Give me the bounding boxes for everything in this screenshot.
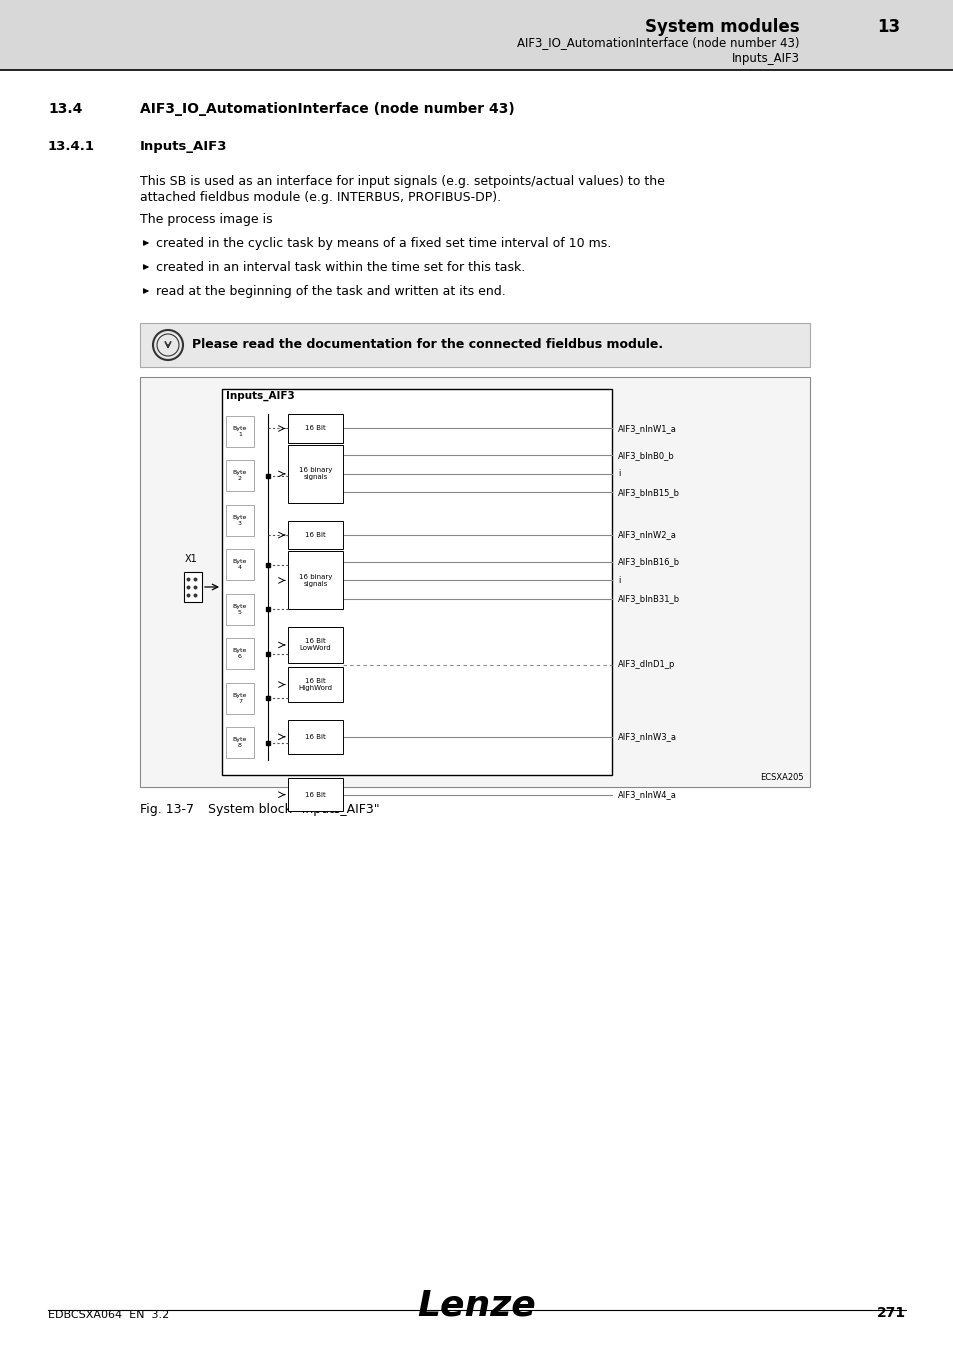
Text: created in an interval task within the time set for this task.: created in an interval task within the t… bbox=[156, 261, 525, 274]
Text: AIF3_IO_AutomationInterface (node number 43): AIF3_IO_AutomationInterface (node number… bbox=[140, 103, 515, 116]
Bar bbox=[0, 0, 953, 70]
Text: Inputs_AIF3: Inputs_AIF3 bbox=[731, 53, 800, 65]
Text: 16 binary
signals: 16 binary signals bbox=[298, 467, 332, 481]
Text: Byte
6: Byte 6 bbox=[233, 648, 247, 659]
Text: AIF3_nInW2_a: AIF3_nInW2_a bbox=[618, 531, 677, 540]
Text: System block "Inputs_AIF3": System block "Inputs_AIF3" bbox=[208, 803, 379, 815]
Text: 16 Bit: 16 Bit bbox=[305, 425, 326, 432]
Text: Byte
4: Byte 4 bbox=[233, 559, 247, 570]
Bar bbox=[288, 414, 343, 443]
Bar bbox=[222, 389, 612, 775]
Bar bbox=[288, 521, 343, 549]
Text: AIF3_nInW4_a: AIF3_nInW4_a bbox=[618, 790, 677, 799]
Text: Byte
5: Byte 5 bbox=[233, 603, 247, 614]
Bar bbox=[226, 683, 253, 714]
Bar bbox=[288, 667, 343, 702]
Bar bbox=[140, 323, 809, 367]
Text: AIF3_nInW1_a: AIF3_nInW1_a bbox=[618, 424, 677, 433]
Text: AIF3_IO_AutomationInterface (node number 43): AIF3_IO_AutomationInterface (node number… bbox=[517, 36, 800, 49]
Text: read at the beginning of the task and written at its end.: read at the beginning of the task and wr… bbox=[156, 285, 505, 298]
Bar bbox=[226, 728, 253, 759]
Text: X1: X1 bbox=[185, 554, 197, 564]
Text: 16 Bit: 16 Bit bbox=[305, 791, 326, 798]
Text: EDBCSXA064  EN  3.2: EDBCSXA064 EN 3.2 bbox=[48, 1310, 169, 1320]
Text: Inputs_AIF3: Inputs_AIF3 bbox=[140, 140, 227, 153]
Bar bbox=[184, 572, 202, 602]
Bar bbox=[226, 639, 253, 670]
Bar bbox=[288, 628, 343, 663]
Text: 16 binary
signals: 16 binary signals bbox=[298, 574, 332, 587]
Text: attached fieldbus module (e.g. INTERBUS, PROFIBUS-DP).: attached fieldbus module (e.g. INTERBUS,… bbox=[140, 190, 500, 204]
Text: 16 Bit
HighWord: 16 Bit HighWord bbox=[298, 678, 333, 691]
Text: Lenze: Lenze bbox=[417, 1288, 536, 1322]
Bar bbox=[226, 505, 253, 536]
Text: created in the cyclic task by means of a fixed set time interval of 10 ms.: created in the cyclic task by means of a… bbox=[156, 238, 611, 250]
Text: AIF3_bInB15_b: AIF3_bInB15_b bbox=[618, 487, 679, 497]
Bar bbox=[226, 460, 253, 491]
Bar bbox=[288, 778, 343, 811]
Text: 13.4: 13.4 bbox=[48, 103, 82, 116]
Text: 16 Bit
LowWord: 16 Bit LowWord bbox=[299, 639, 331, 652]
Text: AIF3_nInW3_a: AIF3_nInW3_a bbox=[618, 732, 677, 741]
Bar bbox=[226, 549, 253, 580]
Text: Byte
2: Byte 2 bbox=[233, 470, 247, 481]
Text: AIF3_bInB31_b: AIF3_bInB31_b bbox=[618, 594, 679, 603]
Text: Fig. 13-7: Fig. 13-7 bbox=[140, 803, 193, 815]
Text: The process image is: The process image is bbox=[140, 213, 273, 225]
Bar bbox=[288, 552, 343, 609]
Bar bbox=[288, 446, 343, 502]
Text: AIF3_bInB0_b: AIF3_bInB0_b bbox=[618, 451, 674, 460]
Bar bbox=[226, 416, 253, 447]
Bar bbox=[226, 594, 253, 625]
Text: ECSXA205: ECSXA205 bbox=[760, 774, 803, 782]
Text: This SB is used as an interface for input signals (e.g. setpoints/actual values): This SB is used as an interface for inpu… bbox=[140, 176, 664, 188]
Text: Byte
3: Byte 3 bbox=[233, 514, 247, 525]
Bar bbox=[288, 720, 343, 753]
Text: 13.4.1: 13.4.1 bbox=[48, 140, 95, 153]
Text: System modules: System modules bbox=[644, 18, 800, 36]
Text: i: i bbox=[618, 470, 619, 478]
Text: Please read the documentation for the connected fieldbus module.: Please read the documentation for the co… bbox=[192, 339, 662, 351]
Text: Byte
1: Byte 1 bbox=[233, 425, 247, 436]
Text: 16 Bit: 16 Bit bbox=[305, 532, 326, 539]
Text: Byte
7: Byte 7 bbox=[233, 693, 247, 703]
Text: AIF3_dInD1_p: AIF3_dInD1_p bbox=[618, 660, 675, 670]
Text: i: i bbox=[618, 576, 619, 585]
Text: 16 Bit: 16 Bit bbox=[305, 734, 326, 740]
Text: Inputs_AIF3: Inputs_AIF3 bbox=[226, 392, 294, 401]
Text: 13: 13 bbox=[876, 18, 899, 36]
Bar bbox=[140, 377, 809, 787]
Text: 271: 271 bbox=[876, 1305, 905, 1320]
Text: Byte
8: Byte 8 bbox=[233, 737, 247, 748]
Text: AIF3_bInB16_b: AIF3_bInB16_b bbox=[618, 558, 679, 567]
